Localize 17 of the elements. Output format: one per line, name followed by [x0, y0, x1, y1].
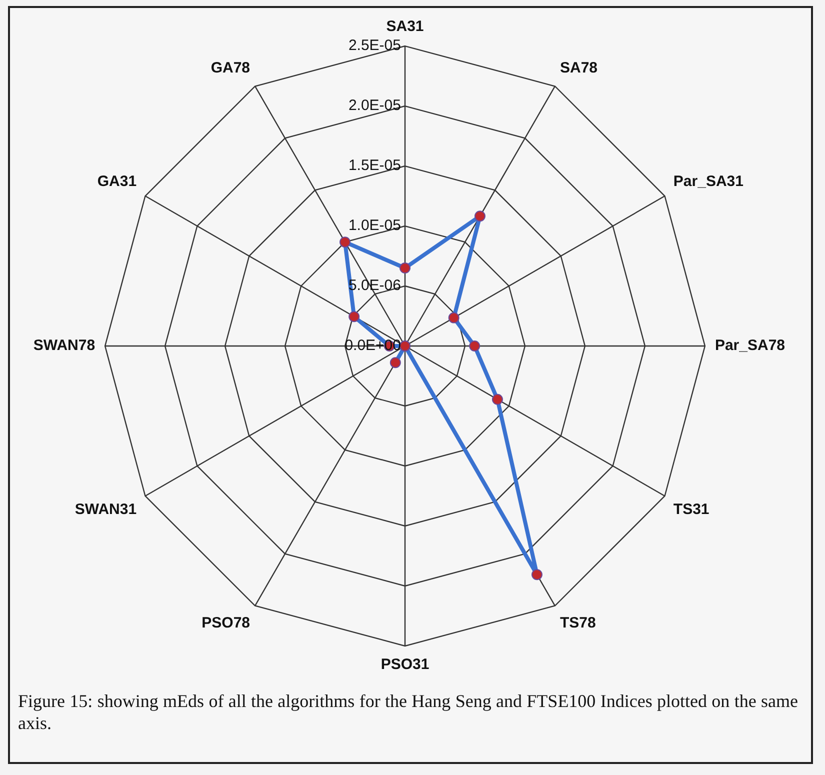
spoke-label: Par_SA78	[714, 337, 786, 354]
spoke-label: SWAN31	[74, 501, 137, 518]
spoke-label: GA78	[210, 60, 250, 77]
y-tick-label: 1.0E-05	[348, 217, 401, 234]
spoke-label: PSO31	[380, 656, 430, 674]
y-tick-label: 2.0E-05	[348, 97, 401, 114]
spoke-label: GA31	[97, 173, 137, 190]
spoke-label: SA31	[386, 18, 424, 36]
spoke-label: SA78	[560, 60, 598, 77]
spoke-label: SWAN78	[33, 337, 96, 354]
spoke-label: TS78	[560, 614, 596, 632]
spoke-label: PSO78	[202, 614, 250, 632]
caption: Figure 15: showing mEds of all the algorithms for the Hang Seng and FTSE100 Indices plotted on the same axis.	[18, 690, 798, 734]
y-tick-label: 1.5E-05	[348, 157, 401, 174]
spoke-label: TS31	[673, 501, 710, 518]
y-tick-label: 2.5E-05	[348, 37, 401, 54]
spoke-label: Par_SA31	[673, 173, 744, 190]
